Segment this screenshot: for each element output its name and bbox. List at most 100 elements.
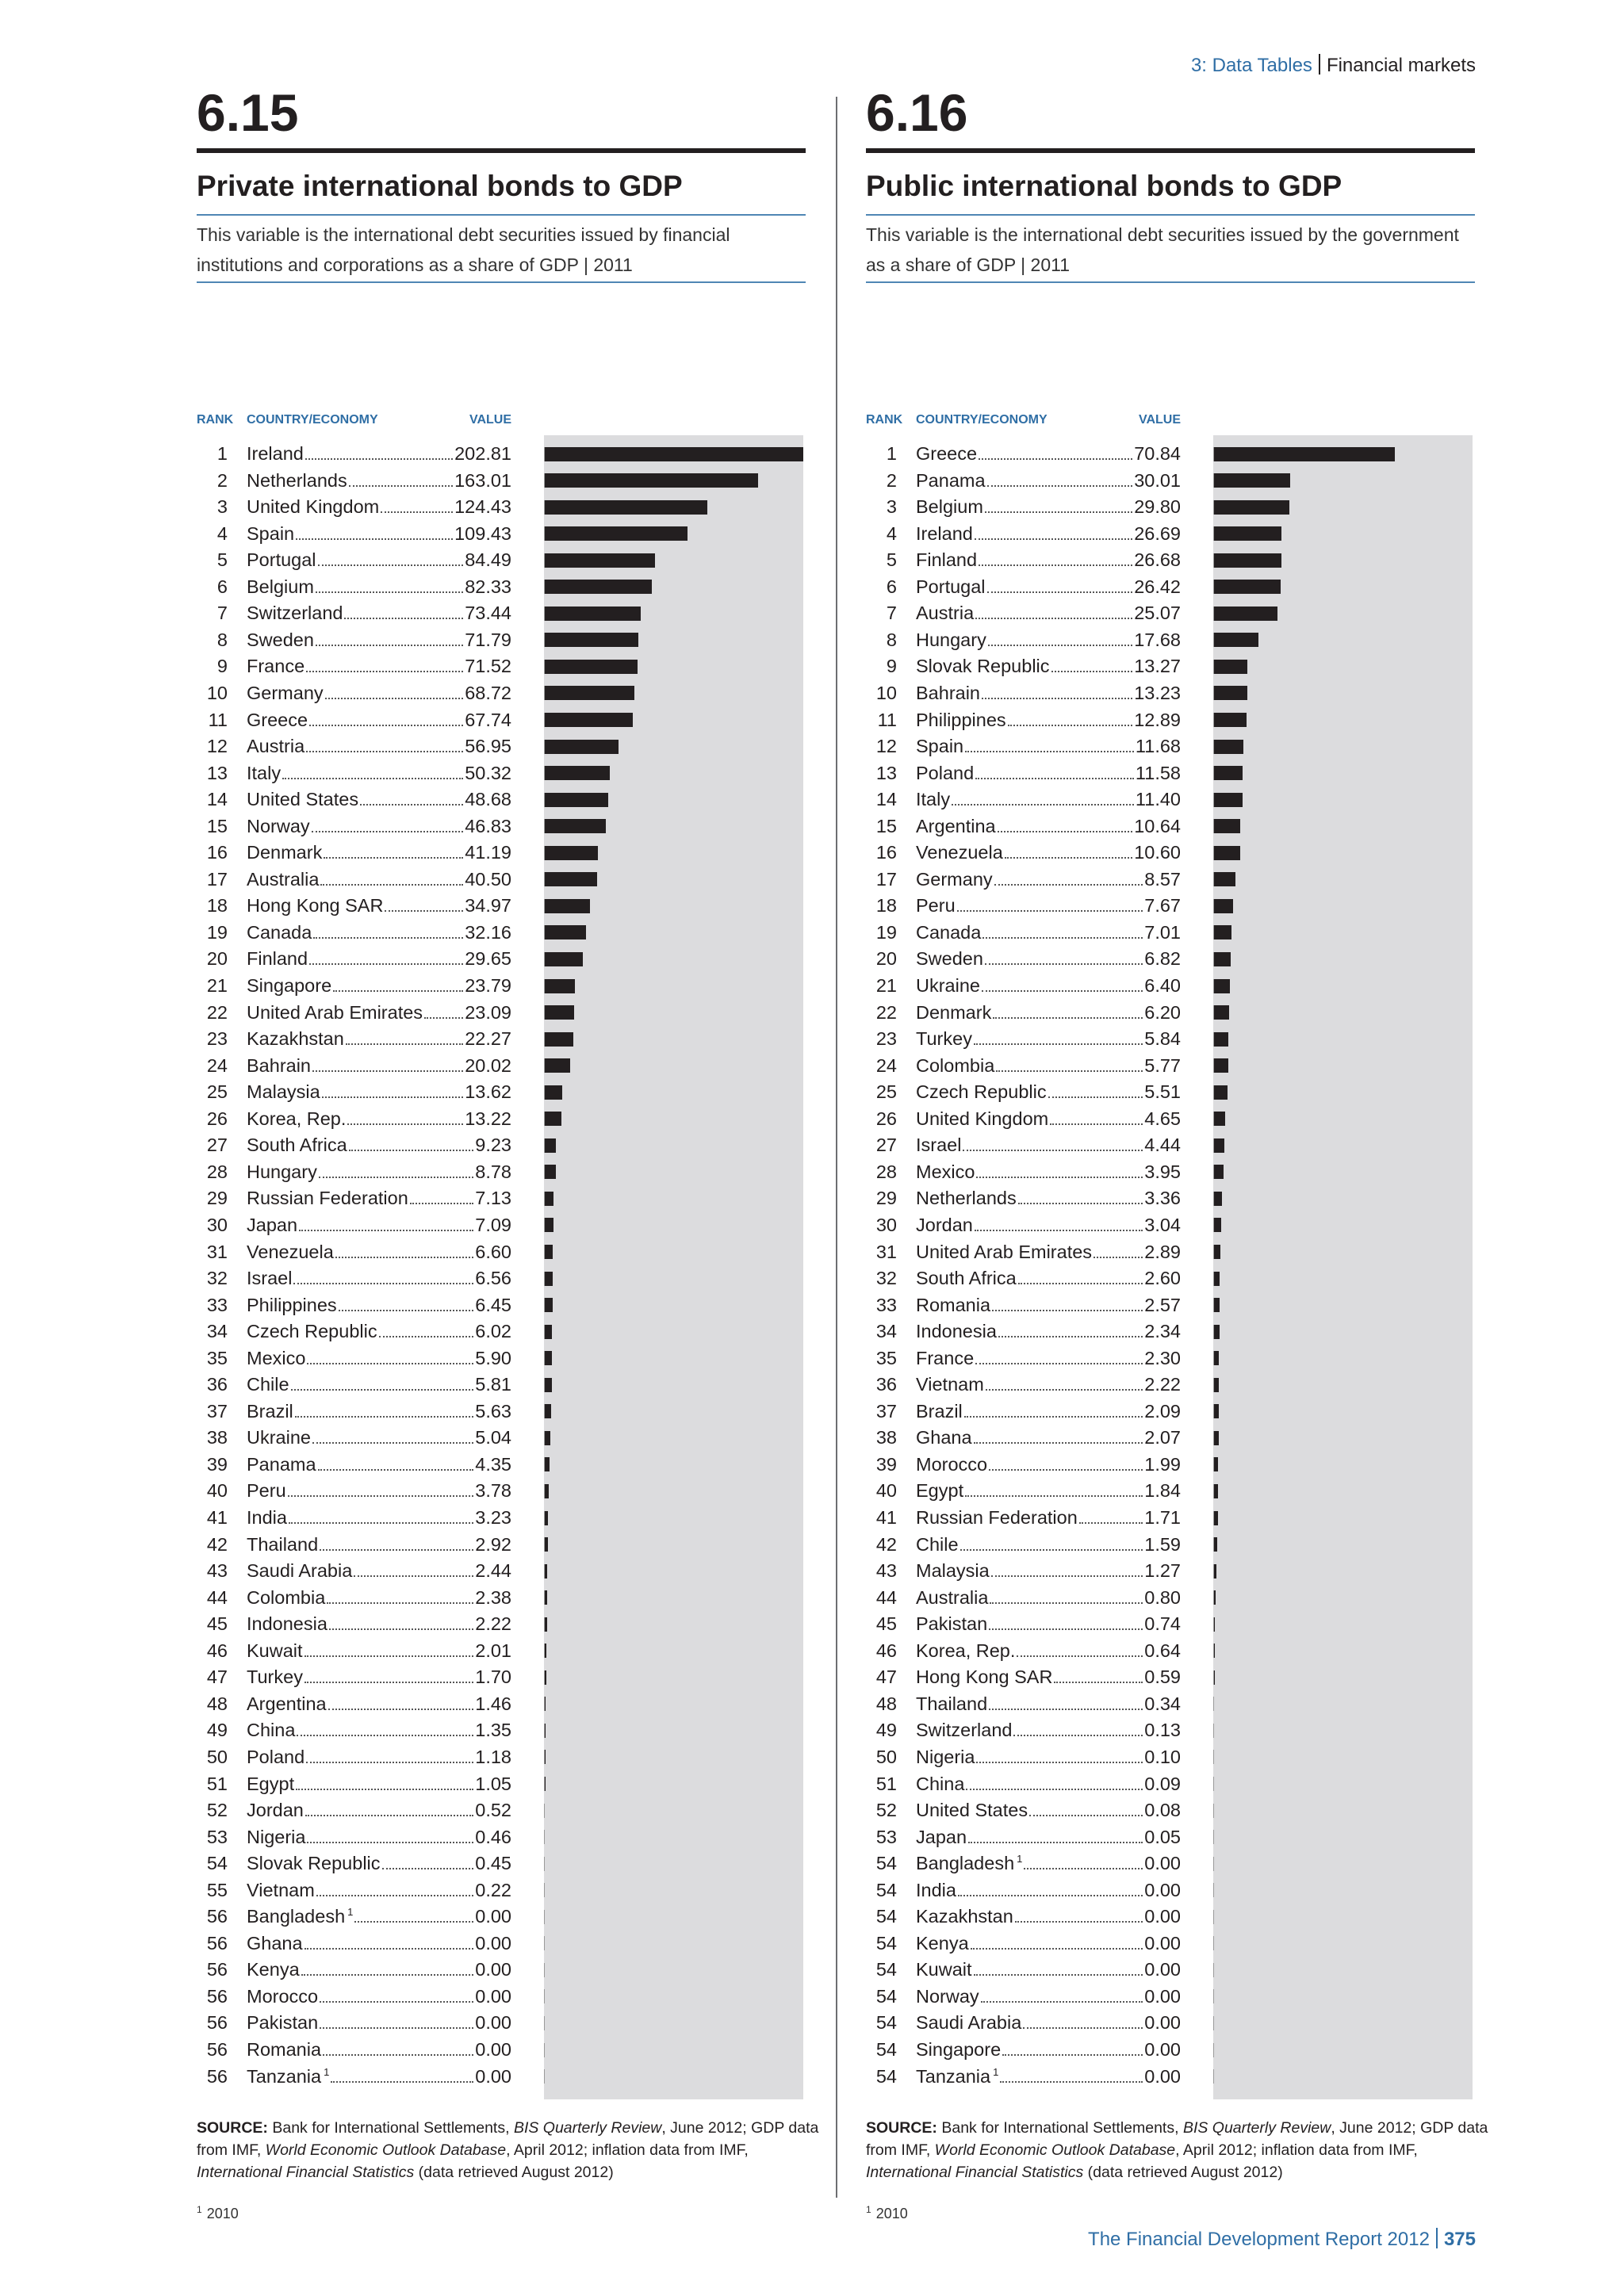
country: Indonesia	[247, 1613, 327, 1635]
row-body: Mexico 3.95	[916, 1159, 1181, 1185]
value: 6.56	[475, 1268, 511, 1289]
row-body: Malaysia 13.62	[247, 1079, 511, 1105]
bar	[1213, 925, 1231, 940]
table-row: 14 Italy 11.40	[866, 786, 1183, 813]
table-row: 27 South Africa 9.23	[197, 1132, 514, 1158]
country-name: United Arab Emirates	[247, 1000, 423, 1026]
row-body: China 1.35	[247, 1717, 511, 1743]
row-body: Israel 4.44	[916, 1132, 1181, 1158]
value: 163.01	[454, 469, 511, 491]
table-row: 32 South Africa 2.60	[866, 1265, 1183, 1292]
country-name: Czech Republic	[916, 1079, 1047, 1105]
country: Chile	[916, 1533, 959, 1555]
leader-dots	[963, 1399, 1143, 1418]
row-body: Spain 11.68	[916, 733, 1181, 760]
leader-dots	[315, 627, 464, 646]
value: 22.27	[465, 1028, 511, 1050]
value: 0.45	[475, 1853, 511, 1874]
rank: 12	[875, 736, 897, 757]
rank: 50	[875, 1746, 897, 1767]
value: 20.02	[465, 1054, 511, 1076]
value: 2.57	[1144, 1294, 1181, 1315]
row-body: Indonesia 2.34	[916, 1318, 1181, 1345]
bar	[544, 1777, 546, 1791]
table-row: 39 Panama 4.35	[197, 1452, 514, 1478]
bar	[1213, 1218, 1221, 1233]
row-body: Greece 67.74	[247, 707, 511, 733]
table-row: 40 Peru 3.78	[197, 1478, 514, 1504]
country-name: Bangladesh 1	[916, 1850, 1022, 1877]
table-row: 56 Romania 0.00	[197, 2037, 514, 2063]
country: Colombia	[247, 1586, 326, 1608]
row-body: France 71.52	[247, 653, 511, 679]
country-name: Kenya	[916, 1931, 969, 1957]
rank: 54	[875, 1853, 897, 1874]
leader-dots	[968, 1824, 1143, 1843]
row-body: Japan 7.09	[247, 1212, 511, 1238]
country: Jordan	[916, 1214, 973, 1235]
row-body: Russian Federation 7.13	[247, 1185, 511, 1211]
bar	[544, 1563, 548, 1578]
rank: 45	[206, 1613, 228, 1635]
bar-area	[1213, 435, 1473, 2099]
bar	[544, 1936, 545, 1951]
country: Hong Kong SAR	[916, 1667, 1053, 1688]
country: Venezuela	[916, 842, 1003, 863]
table-row: 53 Japan 0.05	[866, 1824, 1183, 1850]
leader-dots	[1024, 1850, 1143, 1870]
country: Morocco	[916, 1453, 988, 1475]
country-name: Venezuela	[247, 1239, 334, 1265]
country: Belgium	[247, 576, 314, 597]
rank: 11	[208, 709, 228, 730]
value: 0.34	[1144, 1693, 1181, 1714]
rank: 20	[206, 948, 228, 970]
source-text: (data retrieved August 2012)	[414, 2164, 614, 2181]
row-body: Denmark 6.20	[916, 1000, 1181, 1026]
leader-dots	[1007, 707, 1133, 726]
row-body: Portugal 84.49	[247, 547, 511, 573]
value: 6.40	[1144, 975, 1181, 996]
table-row: 7 Austria 25.07	[866, 600, 1183, 626]
rank: 43	[875, 1560, 897, 1582]
country: Brazil	[247, 1400, 293, 1422]
bar	[1213, 1750, 1214, 1765]
table-number: 6.15	[197, 83, 299, 142]
country: Denmark	[916, 1001, 992, 1023]
rank: 6	[886, 576, 897, 597]
country-name: India	[247, 1505, 287, 1531]
value: 0.00	[1144, 1906, 1181, 1927]
country: Pakistan	[916, 1613, 988, 1635]
country: Poland	[247, 1746, 305, 1767]
country-name: Germany	[916, 867, 993, 893]
rank: 54	[875, 1879, 897, 1900]
table-row: 48 Argentina 1.46	[197, 1691, 514, 1717]
country: Panama	[916, 469, 986, 491]
bar	[544, 633, 638, 648]
bar	[544, 1830, 545, 1845]
country: Thailand	[916, 1693, 988, 1714]
source-text: Bank for International Settlements,	[272, 2119, 514, 2137]
leader-dots	[296, 1771, 474, 1790]
country-name: Morocco	[247, 1984, 318, 2010]
rank: 35	[875, 1347, 897, 1368]
rank: 42	[206, 1533, 228, 1555]
country-name: Panama	[247, 1452, 316, 1478]
row-body: Egypt 1.84	[916, 1478, 1181, 1504]
table-row: 56 Pakistan 0.00	[197, 2010, 514, 2036]
bar	[544, 1351, 552, 1366]
row-body: Vietnam 0.22	[247, 1877, 511, 1904]
rank: 56	[206, 1985, 228, 2007]
value: 0.22	[475, 1879, 511, 1900]
row-body: Korea, Rep. 0.64	[916, 1638, 1181, 1664]
value: 2.01	[475, 1640, 511, 1661]
leader-dots	[952, 786, 1134, 806]
table-row: 8 Sweden 71.79	[197, 627, 514, 653]
value: 23.09	[465, 1001, 511, 1023]
country: Colombia	[916, 1054, 995, 1076]
country: Bahrain	[247, 1054, 311, 1076]
bar	[1213, 1245, 1221, 1259]
leader-dots	[985, 1372, 1143, 1391]
bar	[544, 1218, 553, 1233]
